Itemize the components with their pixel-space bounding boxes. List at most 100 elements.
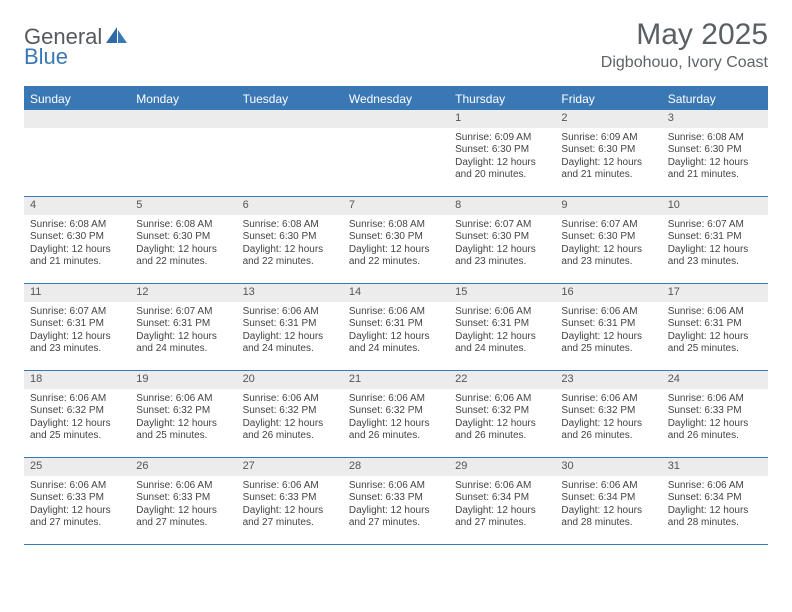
day-cell: 13Sunrise: 6:06 AMSunset: 6:31 PMDayligh… [237,284,343,370]
sunrise-line: Sunrise: 6:08 AM [136,219,230,232]
day-number: 9 [555,197,661,215]
day-body: Sunrise: 6:06 AMSunset: 6:32 PMDaylight:… [24,389,130,449]
daylight-line-1: Daylight: 12 hours [668,244,762,257]
sunrise-line: Sunrise: 6:07 AM [668,219,762,232]
sunset-line: Sunset: 6:32 PM [349,405,443,418]
sunset-line: Sunset: 6:31 PM [136,318,230,331]
weekday-header: Saturday [662,88,768,110]
sunset-line: Sunset: 6:31 PM [668,231,762,244]
day-cell [24,110,130,196]
sunset-line: Sunset: 6:31 PM [455,318,549,331]
day-cell: 1Sunrise: 6:09 AMSunset: 6:30 PMDaylight… [449,110,555,196]
day-body: Sunrise: 6:08 AMSunset: 6:30 PMDaylight:… [237,215,343,275]
day-number: 13 [237,284,343,302]
location-label: Digbohouo, Ivory Coast [601,54,768,72]
daylight-line-2: and 26 minutes. [561,430,655,443]
day-body: Sunrise: 6:06 AMSunset: 6:31 PMDaylight:… [449,302,555,362]
day-body: Sunrise: 6:06 AMSunset: 6:32 PMDaylight:… [555,389,661,449]
daylight-line-2: and 22 minutes. [136,256,230,269]
weekday-header: Thursday [449,88,555,110]
day-body: Sunrise: 6:09 AMSunset: 6:30 PMDaylight:… [555,128,661,188]
sunrise-line: Sunrise: 6:08 AM [349,219,443,232]
title-block: May 2025 Digbohouo, Ivory Coast [601,18,768,72]
daylight-line-2: and 28 minutes. [668,517,762,530]
day-body: Sunrise: 6:06 AMSunset: 6:31 PMDaylight:… [662,302,768,362]
daylight-line-1: Daylight: 12 hours [349,331,443,344]
sunset-line: Sunset: 6:34 PM [561,492,655,505]
sunset-line: Sunset: 6:31 PM [30,318,124,331]
daylight-line-2: and 25 minutes. [136,430,230,443]
weekday-header: Sunday [24,88,130,110]
calendar-grid: Sunday Monday Tuesday Wednesday Thursday… [24,86,768,545]
day-body: Sunrise: 6:06 AMSunset: 6:33 PMDaylight:… [237,476,343,536]
day-number: 3 [662,110,768,128]
day-body: Sunrise: 6:08 AMSunset: 6:30 PMDaylight:… [662,128,768,188]
day-number: 15 [449,284,555,302]
day-number: 19 [130,371,236,389]
day-cell: 4Sunrise: 6:08 AMSunset: 6:30 PMDaylight… [24,197,130,283]
daylight-line-2: and 27 minutes. [455,517,549,530]
daylight-line-1: Daylight: 12 hours [136,505,230,518]
sunrise-line: Sunrise: 6:06 AM [455,306,549,319]
day-body: Sunrise: 6:06 AMSunset: 6:31 PMDaylight:… [237,302,343,362]
day-cell: 2Sunrise: 6:09 AMSunset: 6:30 PMDaylight… [555,110,661,196]
daylight-line-2: and 22 minutes. [243,256,337,269]
day-cell: 16Sunrise: 6:06 AMSunset: 6:31 PMDayligh… [555,284,661,370]
sunrise-line: Sunrise: 6:06 AM [561,306,655,319]
calendar-page: General May 2025 Digbohouo, Ivory Coast … [0,0,792,563]
day-body: Sunrise: 6:06 AMSunset: 6:34 PMDaylight:… [662,476,768,536]
daylight-line-1: Daylight: 12 hours [455,331,549,344]
weeks-container: 1Sunrise: 6:09 AMSunset: 6:30 PMDaylight… [24,110,768,545]
sunset-line: Sunset: 6:32 PM [243,405,337,418]
day-body [130,128,236,138]
week-row: 4Sunrise: 6:08 AMSunset: 6:30 PMDaylight… [24,197,768,284]
daylight-line-2: and 27 minutes. [243,517,337,530]
daylight-line-2: and 24 minutes. [136,343,230,356]
daylight-line-1: Daylight: 12 hours [561,244,655,257]
daylight-line-2: and 23 minutes. [561,256,655,269]
day-body: Sunrise: 6:07 AMSunset: 6:30 PMDaylight:… [449,215,555,275]
day-number: 23 [555,371,661,389]
day-number: 25 [24,458,130,476]
day-number: 12 [130,284,236,302]
day-body: Sunrise: 6:06 AMSunset: 6:34 PMDaylight:… [555,476,661,536]
sunset-line: Sunset: 6:32 PM [455,405,549,418]
daylight-line-2: and 27 minutes. [30,517,124,530]
day-number: 30 [555,458,661,476]
daylight-line-2: and 26 minutes. [349,430,443,443]
daylight-line-1: Daylight: 12 hours [561,331,655,344]
day-number: 31 [662,458,768,476]
daylight-line-1: Daylight: 12 hours [455,418,549,431]
weekday-header: Monday [130,88,236,110]
weekday-header: Tuesday [237,88,343,110]
day-body: Sunrise: 6:09 AMSunset: 6:30 PMDaylight:… [449,128,555,188]
brand-sail-icon [106,27,128,50]
day-cell: 29Sunrise: 6:06 AMSunset: 6:34 PMDayligh… [449,458,555,544]
day-body: Sunrise: 6:06 AMSunset: 6:32 PMDaylight:… [237,389,343,449]
day-number: 7 [343,197,449,215]
daylight-line-2: and 22 minutes. [349,256,443,269]
sunset-line: Sunset: 6:32 PM [136,405,230,418]
daylight-line-2: and 25 minutes. [30,430,124,443]
day-number: 20 [237,371,343,389]
sunrise-line: Sunrise: 6:06 AM [668,393,762,406]
day-number [24,110,130,128]
daylight-line-2: and 23 minutes. [455,256,549,269]
day-number: 11 [24,284,130,302]
day-body: Sunrise: 6:07 AMSunset: 6:31 PMDaylight:… [130,302,236,362]
daylight-line-1: Daylight: 12 hours [243,418,337,431]
day-body [237,128,343,138]
day-number: 8 [449,197,555,215]
sunset-line: Sunset: 6:30 PM [455,231,549,244]
daylight-line-1: Daylight: 12 hours [30,418,124,431]
day-number: 27 [237,458,343,476]
day-cell: 3Sunrise: 6:08 AMSunset: 6:30 PMDaylight… [662,110,768,196]
daylight-line-1: Daylight: 12 hours [668,331,762,344]
day-body: Sunrise: 6:08 AMSunset: 6:30 PMDaylight:… [24,215,130,275]
day-body: Sunrise: 6:06 AMSunset: 6:33 PMDaylight:… [343,476,449,536]
daylight-line-1: Daylight: 12 hours [455,157,549,170]
daylight-line-2: and 23 minutes. [668,256,762,269]
day-number [343,110,449,128]
sunset-line: Sunset: 6:34 PM [668,492,762,505]
sunset-line: Sunset: 6:30 PM [243,231,337,244]
